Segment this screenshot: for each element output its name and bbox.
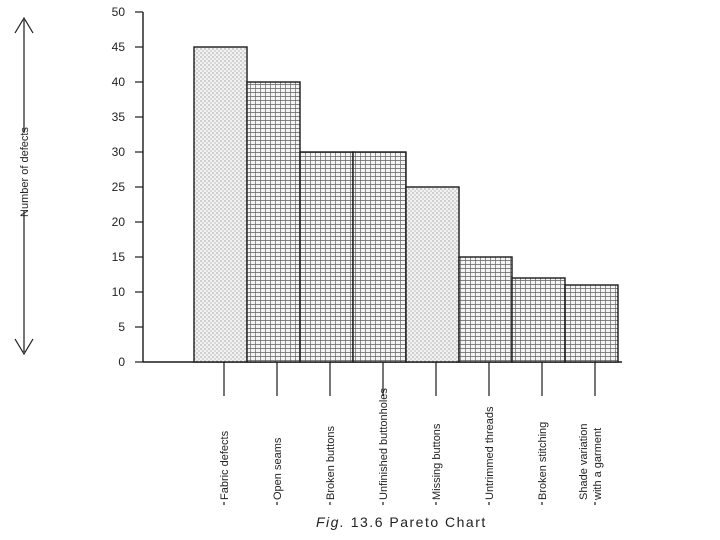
- category-label: Broken buttons: [325, 426, 337, 500]
- bar: [458, 256, 513, 363]
- bar: [352, 151, 407, 363]
- category-label: Open seams: [272, 437, 284, 500]
- up-arrow-icon: [14, 16, 34, 34]
- category-label-gap: [323, 396, 337, 502]
- category-label-gap: [217, 396, 231, 502]
- category-label-gap: [535, 396, 549, 502]
- y-tick-label: 15: [112, 250, 126, 264]
- label-layer: Fabric defects Open seams Broken buttons Un…: [217, 362, 604, 505]
- figure-caption: Fig. 13.6 Pareto Chart: [316, 514, 487, 530]
- bar: [405, 186, 460, 363]
- caption-text: 13.6 Pareto Chart: [350, 514, 487, 530]
- category-label: Broken stitching: [537, 422, 549, 500]
- bar: [299, 151, 354, 363]
- bar: [246, 81, 301, 363]
- category-label-gap: [576, 396, 602, 502]
- category-label: Untrimmed threads: [484, 406, 496, 500]
- category-label: Shade variation: [578, 424, 590, 500]
- bar: [511, 277, 566, 363]
- axis-layer: 0 5 10 15 20 25 30 35 40 45 50 Number of defects: [14, 5, 622, 369]
- y-tick-label: 25: [112, 180, 126, 194]
- category-label-gap: [429, 396, 443, 502]
- category-label: Unfinished buttonholes: [378, 388, 390, 500]
- y-tick-label: 40: [112, 75, 126, 89]
- y-tick-label: 10: [112, 285, 126, 299]
- y-label-gap: [17, 133, 31, 211]
- y-axis-label: Number of defects: [19, 127, 31, 217]
- category-label-gap: [482, 396, 496, 502]
- category-label-gap: [270, 396, 284, 502]
- y-tick-label: 30: [112, 145, 126, 159]
- y-tick-label: 20: [112, 215, 126, 229]
- y-tick-label: 45: [112, 40, 126, 54]
- y-tick-label: 50: [112, 5, 126, 19]
- caption-prefix: Fig.: [316, 514, 346, 530]
- y-tick-label: 0: [118, 355, 125, 369]
- down-arrow-icon: [14, 338, 34, 356]
- bar: [564, 284, 619, 363]
- y-tick-label: 5: [118, 320, 125, 334]
- category-label: with a garment: [592, 428, 604, 501]
- y-tick-label: 35: [112, 110, 126, 124]
- bar: [193, 46, 248, 363]
- category-label-gap: [376, 396, 390, 502]
- category-label: Fabric defects: [219, 430, 231, 500]
- bar-layer: [193, 46, 619, 363]
- category-label: Missing buttons: [431, 423, 443, 500]
